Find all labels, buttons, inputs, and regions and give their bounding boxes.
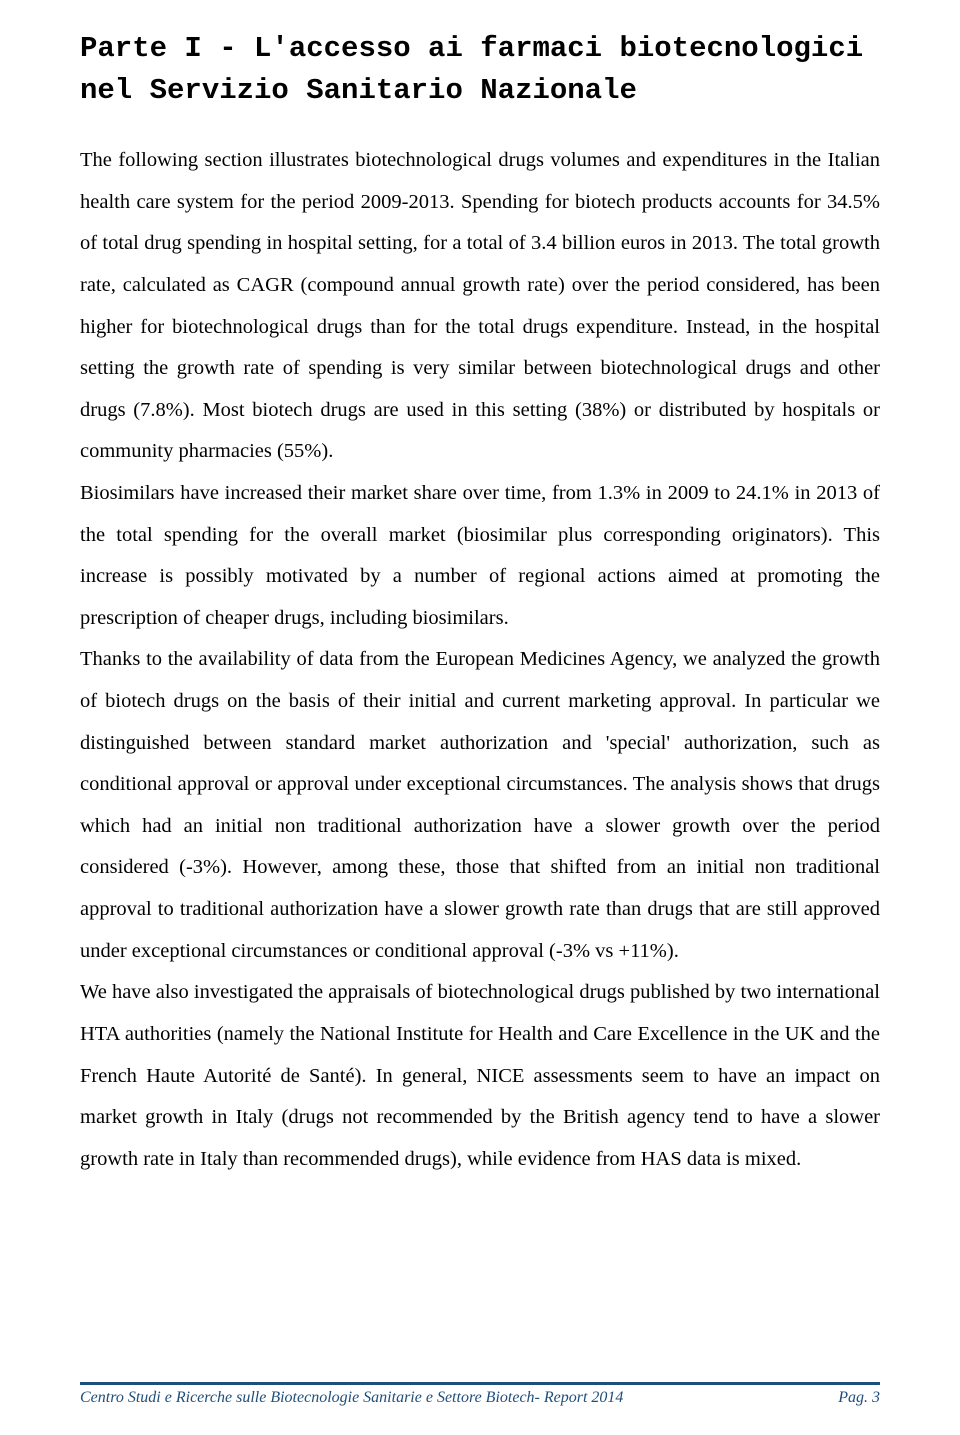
footer-page: Pag. 3 xyxy=(838,1389,880,1407)
footer-report-title: Centro Studi e Ricerche sulle Biotecnolo… xyxy=(80,1389,623,1407)
footer-page-number: 3 xyxy=(872,1389,880,1406)
footer-row: Centro Studi e Ricerche sulle Biotecnolo… xyxy=(80,1389,880,1407)
body-paragraphs: The following section illustrates biotec… xyxy=(80,140,880,1180)
footer-rule xyxy=(80,1382,880,1385)
footer-page-label: Pag. xyxy=(838,1389,868,1406)
section-title: Parte I - L'accesso ai farmaci biotecnol… xyxy=(80,28,880,112)
page-footer: Centro Studi e Ricerche sulle Biotecnolo… xyxy=(80,1382,880,1407)
